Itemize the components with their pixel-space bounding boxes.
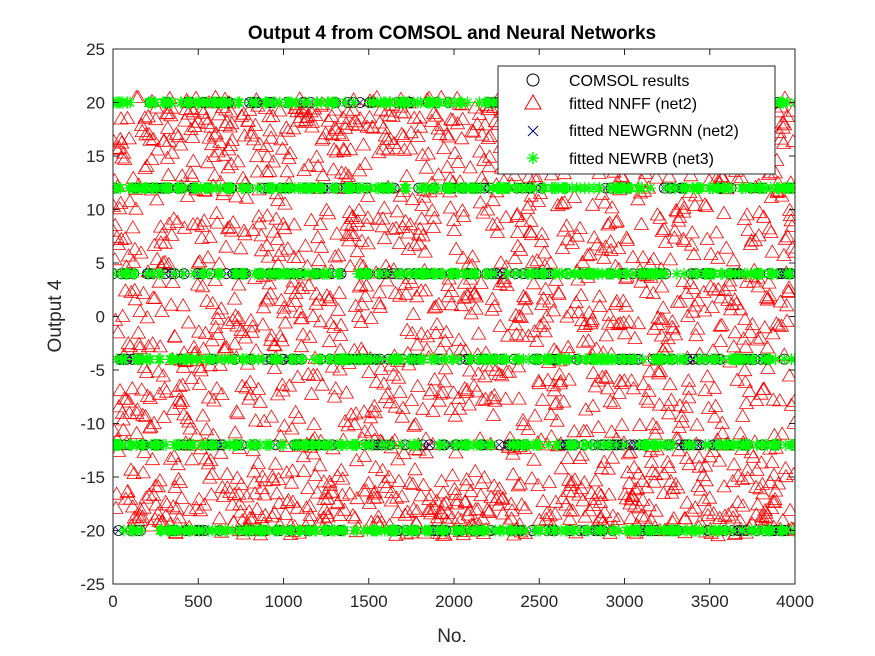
x-tick-label: 3500 <box>691 592 729 611</box>
legend-circle-marker <box>526 73 540 87</box>
legend-label-newgrnn: fitted NEWGRNN (net2) <box>569 123 739 140</box>
legend: COMSOL results fitted NNFF (net2) fitted… <box>497 65 776 175</box>
x-tick-label: 2000 <box>435 592 473 611</box>
x-tick-label: 2500 <box>520 592 558 611</box>
legend-asterisk-marker <box>527 152 539 164</box>
y-tick-label: 20 <box>86 94 105 113</box>
chart-title: Output 4 from COMSOL and Neural Networks <box>248 23 656 44</box>
legend-entry-newgrnn: fitted NEWGRNN (net2) <box>527 123 739 140</box>
y-tick-label: 10 <box>86 201 105 220</box>
x-tick-label: 0 <box>108 592 117 611</box>
y-tick-label: 0 <box>96 308 105 327</box>
legend-label-comsol: COMSOL results <box>569 73 689 90</box>
legend-x-marker <box>527 125 539 137</box>
legend-entry-comsol: COMSOL results <box>526 73 689 90</box>
x-tick-label: 1000 <box>265 592 303 611</box>
x-axis-ticks: 0 500 1000 1500 2000 2500 3000 3500 4000 <box>108 49 814 611</box>
legend-entry-newrb: fitted NEWRB (net3) <box>527 151 714 168</box>
x-axis-label: No. <box>437 626 467 647</box>
x-tick-label: 3000 <box>606 592 644 611</box>
y-tick-label: 15 <box>86 147 105 166</box>
y-tick-label: -5 <box>90 361 105 380</box>
legend-triangle-marker <box>524 93 542 110</box>
x-tick-label: 500 <box>184 592 212 611</box>
x-tick-label: 4000 <box>776 592 814 611</box>
y-tick-label: -20 <box>80 522 105 541</box>
x-tick-label: 1500 <box>350 592 388 611</box>
y-axis-label: Output 4 <box>45 279 66 352</box>
y-tick-label: -10 <box>80 415 105 434</box>
legend-entry-nnff: fitted NNFF (net2) <box>524 93 697 113</box>
y-tick-label: -25 <box>80 575 105 594</box>
legend-label-nnff: fitted NNFF (net2) <box>569 96 697 113</box>
y-tick-label: 5 <box>96 254 105 273</box>
y-axis-ticks: -25 -20 -15 -10 -5 0 5 10 15 20 25 <box>80 40 795 594</box>
y-tick-label: -15 <box>80 468 105 487</box>
legend-box <box>497 65 776 175</box>
y-tick-label: 25 <box>86 40 105 59</box>
legend-label-newrb: fitted NEWRB (net3) <box>569 151 714 168</box>
